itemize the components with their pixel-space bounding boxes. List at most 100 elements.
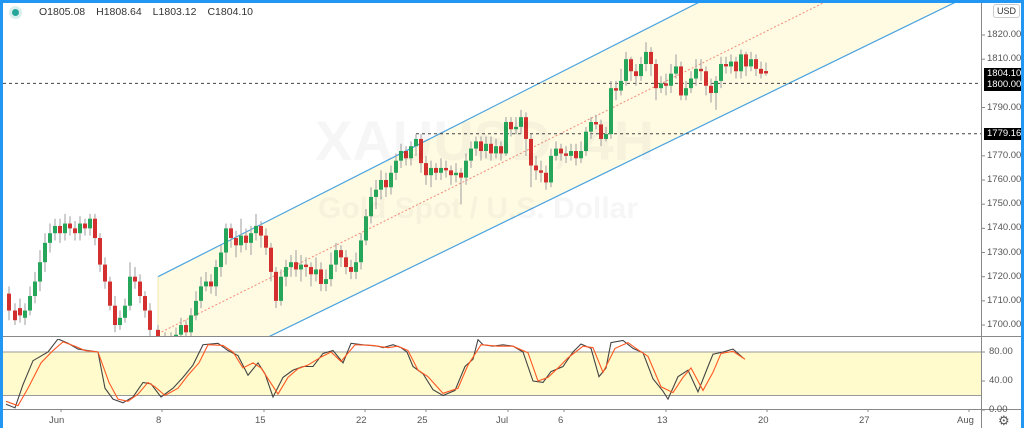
candle xyxy=(724,64,728,67)
channel-upper-line xyxy=(157,3,699,278)
candle xyxy=(93,218,97,239)
candle xyxy=(229,228,233,239)
candle xyxy=(369,196,373,217)
candle xyxy=(379,180,383,190)
x-tick-label: 6 xyxy=(558,415,564,426)
candle xyxy=(163,340,167,345)
candle xyxy=(484,143,488,152)
candle xyxy=(209,281,213,287)
candle xyxy=(619,80,623,91)
candle xyxy=(123,305,127,318)
candle xyxy=(644,51,648,65)
candle xyxy=(519,117,523,127)
candle xyxy=(459,172,463,178)
candle xyxy=(189,315,193,333)
candle xyxy=(394,160,398,173)
price-tag: 1779.16 xyxy=(984,128,1021,140)
candle xyxy=(98,238,102,265)
candle xyxy=(549,155,553,183)
settings-gear-icon[interactable]: ⚙ xyxy=(998,413,1010,428)
y-tick-label: 1730.00 xyxy=(987,246,1022,258)
candle xyxy=(284,267,288,277)
candle xyxy=(579,151,583,159)
candle xyxy=(184,325,188,333)
candle xyxy=(53,225,57,234)
candle xyxy=(424,163,428,176)
legend-high: H1808.64 xyxy=(96,6,142,18)
candle xyxy=(614,88,618,91)
candle xyxy=(709,85,713,94)
candle xyxy=(514,126,518,130)
chart-canvas[interactable] xyxy=(3,3,1021,428)
stoch-y-tick-label: 0.00 xyxy=(989,404,1008,415)
candle xyxy=(444,167,448,171)
candle xyxy=(714,80,718,94)
candle xyxy=(128,276,132,306)
candle xyxy=(374,189,378,197)
candle xyxy=(449,170,453,176)
candle xyxy=(48,233,52,243)
candle xyxy=(699,68,703,72)
candle xyxy=(58,225,62,234)
candle xyxy=(13,310,17,321)
candle xyxy=(23,310,27,318)
candle xyxy=(554,148,558,156)
candle xyxy=(294,262,298,270)
candle xyxy=(474,141,478,149)
y-tick-label: 1820.00 xyxy=(987,29,1022,40)
candle xyxy=(764,71,768,74)
y-tick-label: 1770.00 xyxy=(987,149,1022,161)
candle xyxy=(7,293,11,311)
stochastic-pane xyxy=(3,339,981,409)
currency-button[interactable]: USD xyxy=(993,4,1021,18)
candle xyxy=(694,68,698,79)
candle xyxy=(604,134,608,139)
candle xyxy=(454,172,458,176)
candle xyxy=(174,334,178,336)
candle xyxy=(269,247,273,272)
candle xyxy=(719,64,723,81)
y-tick-label: 1710.00 xyxy=(987,294,1022,306)
legend-low: L1803.12 xyxy=(152,6,197,18)
candle xyxy=(148,310,152,330)
candle xyxy=(329,264,333,280)
candle xyxy=(639,64,643,77)
candle xyxy=(609,88,613,135)
candle xyxy=(634,71,638,77)
candle xyxy=(63,223,67,234)
candle xyxy=(499,146,503,154)
candle xyxy=(589,122,593,132)
candle xyxy=(156,329,160,336)
channel-lower-line xyxy=(268,3,956,336)
stoch-y-tick-label: 80.00 xyxy=(989,346,1013,357)
candle xyxy=(264,235,268,248)
candle xyxy=(624,59,628,81)
y-tick-label: 1790.00 xyxy=(987,101,1022,113)
candle xyxy=(83,223,87,229)
candle xyxy=(113,305,117,326)
candle xyxy=(674,66,678,74)
candle xyxy=(299,264,303,270)
y-tick-label: 1720.00 xyxy=(987,270,1022,282)
x-tick-label: 15 xyxy=(255,415,266,426)
candle xyxy=(204,281,208,287)
candle xyxy=(404,151,408,159)
candle xyxy=(469,148,473,161)
x-tick-label: Aug xyxy=(957,415,974,426)
candle xyxy=(43,242,47,263)
candle xyxy=(319,269,323,284)
symbol-status-dot-icon xyxy=(12,8,19,16)
candle xyxy=(133,276,137,282)
candle xyxy=(364,216,368,241)
candle xyxy=(18,308,22,316)
legend-close: C1804.10 xyxy=(207,6,254,18)
candle xyxy=(599,124,603,139)
x-tick-label: 27 xyxy=(859,415,870,426)
candle xyxy=(734,61,738,72)
candle xyxy=(494,146,498,154)
candle xyxy=(509,122,513,130)
candle xyxy=(354,262,358,272)
candle xyxy=(439,167,443,173)
candle xyxy=(38,262,42,282)
